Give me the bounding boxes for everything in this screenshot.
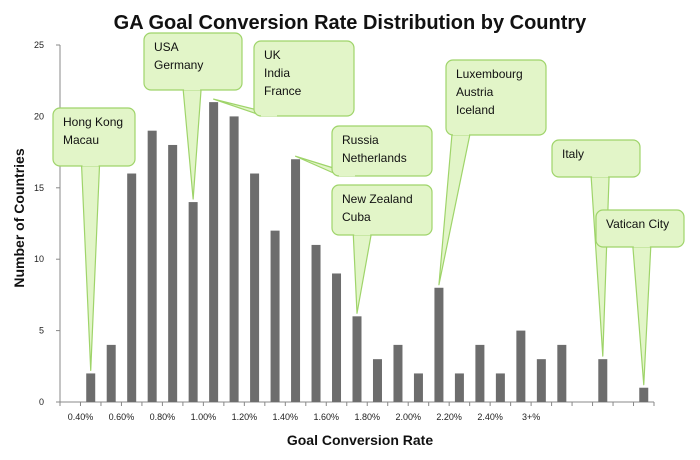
x-tick-label: 1.80%	[354, 412, 380, 422]
callout-label: UK	[264, 48, 281, 62]
bar	[86, 373, 96, 402]
bar	[188, 202, 198, 402]
bar	[454, 373, 464, 402]
y-tick-label: 25	[34, 40, 44, 50]
callout-label: Cuba	[342, 210, 371, 224]
y-tick-label: 10	[34, 254, 44, 264]
x-tick-label: 1.40%	[273, 412, 299, 422]
callout-pointer	[590, 175, 610, 357]
bar	[168, 144, 178, 402]
callout-box	[253, 40, 355, 117]
callout-label: Macau	[63, 133, 99, 147]
callout-label: Vatican City	[606, 217, 669, 231]
x-tick-label: 0.40%	[68, 412, 94, 422]
x-tick-label: 0.60%	[109, 412, 135, 422]
callout-label: New Zealand	[342, 192, 413, 206]
callout-label: Hong Kong	[63, 115, 123, 129]
bar	[475, 344, 485, 402]
bar	[352, 316, 362, 402]
bar	[372, 359, 382, 402]
bar	[434, 287, 444, 402]
callout-label: Luxembourg	[456, 67, 523, 81]
bar	[147, 130, 157, 402]
bar	[250, 173, 260, 402]
bar	[311, 244, 321, 402]
x-tick-label: 0.80%	[150, 412, 176, 422]
bar	[229, 116, 239, 403]
bar	[495, 373, 505, 402]
x-tick-label: 1.00%	[191, 412, 217, 422]
bar	[270, 230, 280, 402]
x-tick-label: 2.40%	[477, 412, 503, 422]
y-tick-label: 5	[39, 326, 44, 336]
callout-label: Austria	[456, 85, 494, 99]
callout-label: Iceland	[456, 103, 495, 117]
bar	[598, 359, 608, 402]
bar	[332, 273, 342, 402]
x-axis-title: Goal Conversion Rate	[287, 432, 433, 448]
bar	[557, 344, 567, 402]
callout-label: Russia	[342, 133, 379, 147]
callout-pointer	[352, 233, 372, 314]
callout-label: Germany	[154, 58, 203, 72]
x-tick-label: 2.00%	[395, 412, 421, 422]
callout-box	[331, 184, 433, 236]
y-tick-label: 20	[34, 111, 44, 121]
callout-box	[331, 125, 433, 177]
callout-pointer	[438, 133, 471, 286]
callout-label: USA	[154, 40, 179, 54]
bar	[209, 102, 219, 403]
callout-pointer	[80, 164, 101, 372]
callout-label: France	[264, 84, 302, 98]
bar	[639, 387, 649, 402]
callout-label: Italy	[562, 147, 584, 161]
x-tick-label: 1.60%	[314, 412, 340, 422]
bar	[516, 330, 526, 402]
chart-title: GA Goal Conversion Rate Distribution by …	[114, 12, 588, 34]
callout-label: India	[264, 66, 290, 80]
y-axis-title: Number of Countries	[11, 148, 27, 287]
bar	[536, 359, 546, 402]
bar	[291, 159, 301, 402]
plot-area: 0 5 10 15 20 25 0.40% 0.60% 0.80% 1.00% 1.20% 1.40%…	[34, 32, 685, 422]
callout-pointer	[632, 245, 652, 386]
x-tick-label: 1.20%	[232, 412, 258, 422]
y-tick-label: 0	[39, 397, 44, 407]
x-tick-label: 2.20%	[436, 412, 462, 422]
x-tick-label: 3+%	[522, 412, 540, 422]
y-tick-label: 15	[34, 183, 44, 193]
bar	[413, 373, 423, 402]
bar	[106, 344, 116, 402]
callout-box	[445, 59, 547, 136]
callout-label: Netherlands	[342, 151, 407, 165]
bar	[393, 344, 403, 402]
bar	[127, 173, 137, 402]
callout-pointer	[182, 88, 202, 200]
